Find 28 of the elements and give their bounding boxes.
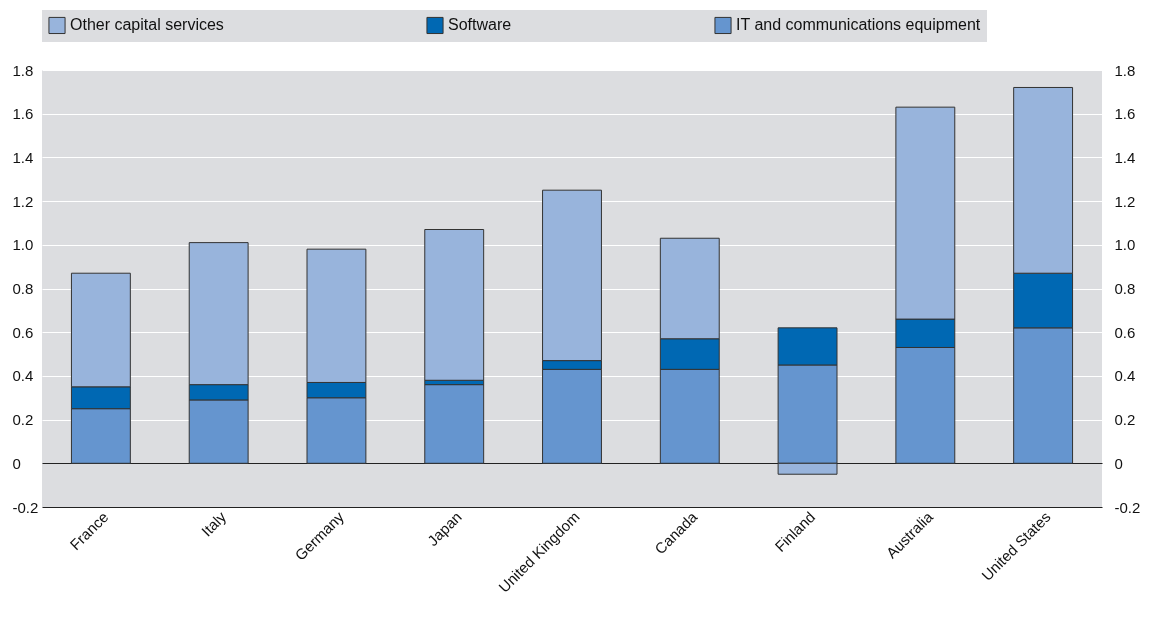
legend-label: IT and communications equipment <box>736 16 981 34</box>
y-tick-label: -0.2 <box>12 498 39 516</box>
y2-tick-label: 0.8 <box>1114 280 1136 297</box>
y2-tick-label: 1.8 <box>1114 61 1136 79</box>
y2-tick-label: 0.2 <box>1114 411 1136 429</box>
y-tick-label: 0.6 <box>12 323 34 341</box>
y2-tick-label: 0.4 <box>1114 367 1136 385</box>
y-tick-label: 0.8 <box>12 280 34 297</box>
y2-tick-label: 1.0 <box>1114 236 1136 254</box>
x-tick-label: Italy <box>197 507 230 540</box>
y-tick-label: 1.2 <box>12 192 34 210</box>
y-tick-label: 0 <box>12 454 21 472</box>
bar <box>424 229 485 381</box>
y-tick-label: 0.2 <box>12 411 34 429</box>
y2-tick-label: 0.6 <box>1114 323 1136 341</box>
y-tick-label: 1.0 <box>12 236 34 254</box>
y-tick-label: 1.8 <box>12 61 34 79</box>
y2-tick-label: 1.4 <box>1114 148 1136 166</box>
y2-tick-label: -0.2 <box>1114 498 1141 516</box>
legend-label: Software <box>448 16 512 34</box>
y2-tick-label: 1.6 <box>1114 105 1136 123</box>
y-tick-label: 1.4 <box>12 148 34 166</box>
y-tick-label: 0.4 <box>12 367 34 385</box>
y-tick-label: 1.6 <box>12 105 34 123</box>
legend-label: Other capital services <box>70 16 224 34</box>
bar <box>424 384 485 464</box>
y2-tick-label: 1.2 <box>1114 192 1136 210</box>
y2-tick-label: 0 <box>1114 454 1123 472</box>
